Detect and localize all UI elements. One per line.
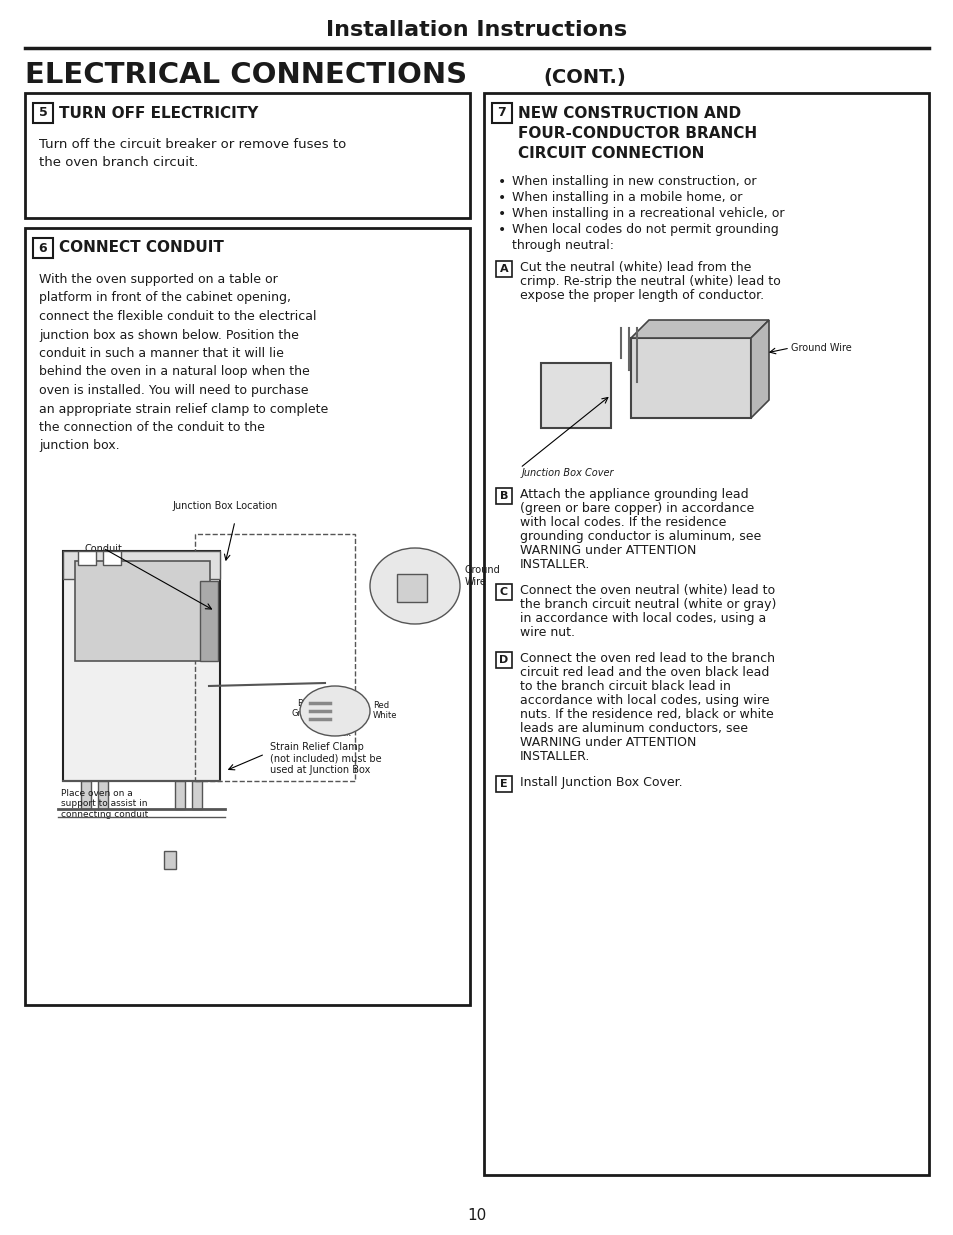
Text: C: C [499, 587, 508, 597]
Text: White: White [373, 711, 397, 720]
Text: Junction Box Cover: Junction Box Cover [521, 468, 614, 478]
Bar [496, 584, 512, 600]
Text: Ground Wire: Ground Wire [790, 343, 851, 353]
Bar [492, 103, 512, 124]
Text: INSTALLER.: INSTALLER. [519, 750, 590, 763]
Bar [98, 781, 108, 809]
Text: WARNING under ATTENTION: WARNING under ATTENTION [519, 543, 696, 557]
Text: WARNING under ATTENTION: WARNING under ATTENTION [519, 736, 696, 748]
Bar [496, 652, 512, 668]
Bar [200, 580, 218, 661]
Text: B: B [499, 492, 508, 501]
Text: When installing in a recreational vehicle, or: When installing in a recreational vehicl… [512, 207, 783, 220]
Text: wire nut.: wire nut. [519, 626, 575, 638]
Text: Red: Red [373, 701, 389, 710]
Text: the branch circuit neutral (white or gray): the branch circuit neutral (white or gra… [519, 598, 776, 611]
Text: Place oven on a
support to assist in
connecting conduit: Place oven on a support to assist in con… [61, 789, 148, 819]
Bar [81, 781, 91, 809]
Bar [33, 238, 53, 258]
Text: TURN OFF ELECTRICITY: TURN OFF ELECTRICITY [59, 105, 258, 121]
Text: FOUR-CONDUCTOR BRANCH: FOUR-CONDUCTOR BRANCH [517, 126, 757, 141]
Text: D: D [498, 655, 508, 664]
Text: Installation Instructions: Installation Instructions [326, 20, 627, 40]
Text: leads are aluminum conductors, see: leads are aluminum conductors, see [519, 722, 747, 735]
Text: CONNECT CONDUIT: CONNECT CONDUIT [59, 241, 224, 256]
Text: A: A [499, 264, 508, 274]
Bar [496, 776, 512, 792]
Bar [78, 551, 96, 564]
Bar [75, 561, 210, 661]
Text: Turn off the circuit breaker or remove fuses to
the oven branch circuit.: Turn off the circuit breaker or remove f… [39, 138, 346, 169]
Polygon shape [630, 320, 768, 338]
Text: circuit red lead and the oven black lead: circuit red lead and the oven black lead [519, 666, 768, 679]
Text: Bare
Ground: Bare Ground [291, 699, 322, 719]
Text: Connect the oven neutral (white) lead to: Connect the oven neutral (white) lead to [519, 584, 774, 597]
Bar [540, 363, 610, 429]
Bar [396, 574, 427, 601]
Text: through neutral:: through neutral: [512, 240, 614, 252]
Text: (green or bare copper) in accordance: (green or bare copper) in accordance [519, 501, 754, 515]
Polygon shape [750, 320, 768, 417]
Text: 5: 5 [38, 106, 48, 120]
Text: Strain Relief Clamp
(not included) must be
used at Junction Box: Strain Relief Clamp (not included) must … [270, 742, 381, 776]
Text: Conduit: Conduit [85, 543, 123, 555]
Bar [25, 228, 470, 1005]
Bar [164, 851, 175, 869]
Text: 7: 7 [497, 106, 506, 120]
Text: •: • [497, 207, 506, 221]
Text: Ground
Wire: Ground Wire [464, 566, 500, 587]
Text: (CONT.): (CONT.) [542, 68, 625, 88]
Text: crimp. Re-strip the neutral (white) lead to: crimp. Re-strip the neutral (white) lead… [519, 275, 780, 288]
Text: NEW CONSTRUCTION AND: NEW CONSTRUCTION AND [517, 105, 740, 121]
Text: grounding conductor is aluminum, see: grounding conductor is aluminum, see [519, 530, 760, 543]
Bar [33, 103, 53, 124]
Bar [194, 534, 355, 781]
Bar [63, 551, 220, 579]
Text: with local codes. If the residence: with local codes. If the residence [519, 516, 725, 529]
Bar [174, 781, 185, 809]
Text: With the oven supported on a table or
platform in front of the cabinet opening,
: With the oven supported on a table or pl… [39, 273, 328, 452]
Text: Black: Black [328, 729, 351, 739]
Text: When local codes do not permit grounding: When local codes do not permit grounding [512, 224, 778, 236]
Text: •: • [497, 191, 506, 205]
Text: CIRCUIT CONNECTION: CIRCUIT CONNECTION [517, 146, 703, 161]
Text: Cut the neutral (white) lead from the: Cut the neutral (white) lead from the [519, 261, 751, 274]
Ellipse shape [370, 548, 459, 624]
Text: Attach the appliance grounding lead: Attach the appliance grounding lead [519, 488, 748, 501]
Bar [630, 338, 750, 417]
Bar [103, 551, 121, 564]
Text: ELECTRICAL CONNECTIONS: ELECTRICAL CONNECTIONS [25, 61, 476, 89]
Text: expose the proper length of conductor.: expose the proper length of conductor. [519, 289, 763, 303]
Bar [63, 551, 220, 781]
Bar [496, 261, 512, 277]
Ellipse shape [299, 685, 370, 736]
Text: Connect the oven red lead to the branch: Connect the oven red lead to the branch [519, 652, 774, 664]
Text: to the branch circuit black lead in: to the branch circuit black lead in [519, 680, 730, 693]
Text: nuts. If the residence red, black or white: nuts. If the residence red, black or whi… [519, 708, 773, 721]
Text: Junction Box Location: Junction Box Location [172, 501, 277, 511]
Text: INSTALLER.: INSTALLER. [519, 558, 590, 571]
Text: Install Junction Box Cover.: Install Junction Box Cover. [519, 776, 682, 789]
Text: 6: 6 [39, 242, 48, 254]
Bar [483, 93, 928, 1174]
Text: When installing in a mobile home, or: When installing in a mobile home, or [512, 191, 741, 204]
Text: •: • [497, 175, 506, 189]
Text: When installing in new construction, or: When installing in new construction, or [512, 175, 756, 188]
Bar [25, 93, 470, 219]
Text: •: • [497, 224, 506, 237]
Text: in accordance with local codes, using a: in accordance with local codes, using a [519, 613, 765, 625]
Text: E: E [499, 779, 507, 789]
Text: 10: 10 [467, 1208, 486, 1223]
Bar [496, 488, 512, 504]
Text: accordance with local codes, using wire: accordance with local codes, using wire [519, 694, 769, 706]
Bar [192, 781, 202, 809]
